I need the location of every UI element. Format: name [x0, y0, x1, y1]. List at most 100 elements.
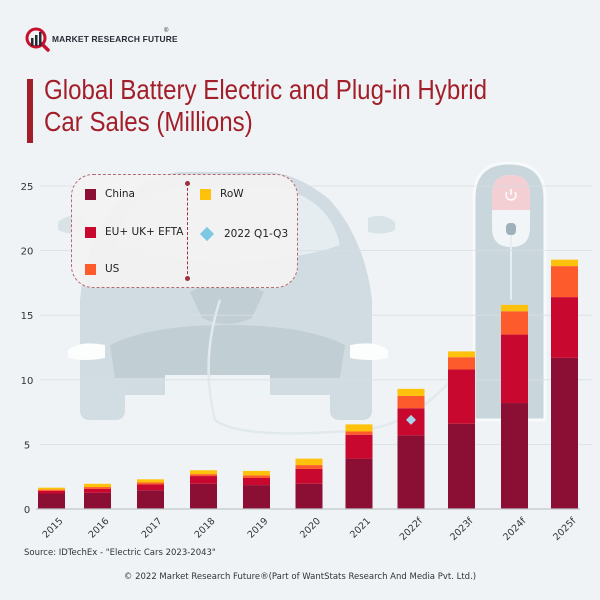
bar-us-2018 [190, 474, 217, 477]
y-tick-label: 15 [21, 311, 34, 322]
x-tick-label: 2015 [41, 516, 66, 541]
bar-row-2022f [397, 388, 425, 396]
bar-eu-2023f [448, 369, 475, 424]
brand-name: MARKET RESEARCH FUTURE [52, 34, 178, 44]
power-icon [505, 189, 517, 201]
diamond-marker-icon [199, 226, 215, 242]
title-accent-bar [27, 79, 33, 143]
legend-swatch-row [200, 188, 211, 200]
bar-row-2016 [84, 483, 111, 488]
bar-china-2015 [38, 493, 65, 509]
bar-us-2015 [38, 489, 65, 491]
bar-stack-2025f [551, 259, 578, 509]
bar-stack-2020 [295, 458, 323, 509]
bar-china-2016 [84, 492, 111, 509]
legend-label: US [105, 263, 120, 275]
bar-us-2023f [448, 357, 475, 370]
bar-china-2020 [295, 483, 323, 509]
bar-china-2018 [190, 483, 217, 509]
bar-china-2025f [551, 357, 578, 509]
bar-us-2024f [501, 311, 528, 335]
bar-eu-2025f [551, 297, 578, 358]
legend-item-eu: EU+ UK+ EFTA [85, 226, 183, 238]
bar-us-2025f [551, 266, 578, 298]
bar-row-2019 [243, 470, 270, 476]
x-tick-label: 2024f [501, 515, 529, 543]
magnifier-chart-icon [25, 27, 50, 52]
x-tick-label: 2020 [298, 516, 323, 541]
bar-row-2023f [448, 351, 475, 358]
x-tick-label: 2018 [193, 516, 218, 541]
legend-divider [187, 183, 188, 279]
legend-item-row: RoW [200, 188, 244, 200]
x-tick-label: 2017 [140, 516, 165, 541]
bar-stack-2024f [501, 304, 528, 509]
bars [38, 259, 578, 509]
title-line-2: Car Sales (Millions) [44, 106, 253, 137]
x-tick-label: 2021 [348, 516, 373, 541]
legend-swatch-eu [85, 226, 96, 238]
bar-us-2021 [345, 431, 373, 435]
bar-row-2021 [345, 424, 373, 432]
registered-mark: ® [164, 28, 169, 34]
bar-eu-2020 [295, 468, 323, 484]
bar-stack-2019 [243, 470, 270, 509]
legend-label: RoW [220, 188, 244, 200]
bar-eu-2019 [243, 477, 270, 486]
legend-swatch-us [85, 263, 96, 275]
bar-eu-2021 [345, 434, 373, 459]
bar-row-2015 [38, 487, 65, 490]
y-tick-label: 0 [24, 505, 30, 516]
bar-us-2016 [84, 487, 111, 489]
bar-eu-2018 [190, 476, 217, 484]
legend-divider-dot-top [185, 181, 190, 186]
bar-row-2018 [190, 470, 217, 475]
x-tick-label: 2019 [246, 516, 271, 541]
y-tick-label: 5 [24, 440, 30, 451]
bar-us-2022f [397, 395, 425, 409]
legend-item-us: US [85, 263, 119, 275]
x-axis-ticks: 2015 2016 2017 2018 2019 2020 2021 2022f 2023f 20… [41, 515, 579, 543]
x-tick-label: 2023f [448, 515, 476, 543]
bar-eu-2024f [501, 334, 528, 404]
bar-china-2021 [345, 458, 373, 509]
bar-eu-2016 [84, 488, 111, 493]
copyright-note: © 2022 Market Research Future®(Part of W… [123, 572, 477, 582]
legend-label: China [105, 188, 135, 200]
page-title: Global Battery Electric and Plug-in Hybr… [44, 74, 517, 138]
y-axis-ticks: 0 5 10 15 20 25 [21, 182, 34, 516]
legend-item-2022-q1-q3: 2022 Q1-Q3 [199, 226, 289, 242]
legend-label: 2022 Q1-Q3 [224, 228, 289, 240]
bar-row-2020 [295, 458, 323, 466]
bar-row-2017 [137, 479, 164, 483]
bar-us-2019 [243, 475, 270, 478]
bar-china-2023f [448, 423, 475, 509]
bar-stack-2021 [345, 424, 373, 509]
legend-divider-dot-bottom [185, 276, 190, 281]
bar-us-2020 [295, 465, 323, 469]
bar-stack-2015 [38, 487, 65, 509]
y-tick-label: 25 [21, 182, 34, 193]
bar-china-2019 [243, 485, 270, 509]
x-tick-label: 2025f [551, 515, 579, 543]
bar-stack-2018 [190, 470, 217, 509]
title-line-1: Global Battery Electric and Plug-in Hybr… [44, 74, 488, 105]
bar-china-2024f [501, 403, 528, 509]
legend-item-china: China [85, 188, 135, 200]
bar-row-2024f [501, 304, 528, 312]
bar-china-2017 [137, 490, 164, 509]
bar-stack-2017 [137, 479, 164, 509]
y-tick-label: 20 [21, 247, 34, 258]
legend-swatch-china [85, 188, 96, 200]
bar-us-2017 [137, 482, 164, 485]
source-note: Source: IDTechEx - "Electric Cars 2023-2… [24, 548, 216, 558]
x-tick-label: 2016 [87, 516, 112, 541]
bar-stack-2022f [397, 388, 425, 509]
bar-stack-2016 [84, 483, 111, 509]
bar-eu-2017 [137, 484, 164, 491]
bar-stack-2023f [448, 351, 475, 509]
legend-label: EU+ UK+ EFTA [105, 226, 184, 238]
x-tick-label: 2022f [398, 515, 426, 543]
legend: China EU+ UK+ EFTA US RoW 2022 Q1-Q3 [71, 174, 298, 288]
